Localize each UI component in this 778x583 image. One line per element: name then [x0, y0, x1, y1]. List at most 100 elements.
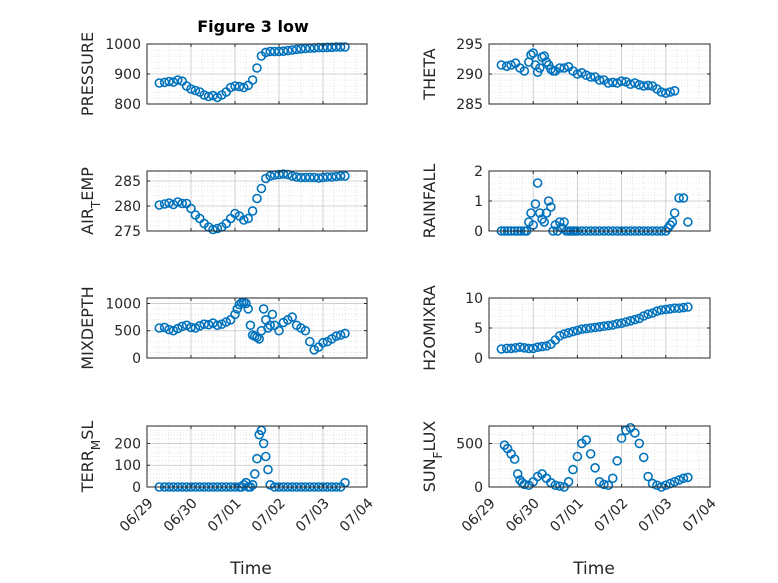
data-point — [203, 319, 214, 330]
data-point — [678, 302, 689, 313]
data-point — [539, 217, 550, 227]
data-point — [260, 451, 271, 462]
data-point — [318, 337, 328, 348]
data-point — [535, 208, 545, 218]
data-point — [660, 480, 671, 491]
data-point — [331, 171, 342, 182]
data-point — [340, 42, 350, 52]
data-point — [678, 193, 689, 203]
data-point — [208, 90, 218, 101]
data-point — [164, 198, 174, 208]
data-point — [250, 469, 260, 479]
data-point — [647, 308, 658, 318]
data-point — [577, 324, 587, 335]
y-axis-label: THETA — [420, 48, 439, 100]
data-point — [607, 77, 618, 88]
data-point — [159, 199, 170, 209]
data-point — [665, 303, 676, 314]
data-point — [173, 197, 183, 207]
y-tick-label: 275 — [114, 224, 141, 240]
data-point — [335, 42, 346, 52]
y-tick-label: 295 — [456, 37, 483, 53]
data-point — [225, 82, 236, 93]
data-point — [212, 320, 223, 331]
data-point — [501, 343, 512, 354]
data-point — [667, 217, 678, 227]
y-tick-label: 290 — [456, 67, 483, 83]
y-tick-label: 500 — [114, 324, 141, 340]
data-point — [603, 320, 614, 331]
data-point — [546, 64, 556, 74]
data-point — [335, 171, 346, 181]
data-point — [322, 42, 333, 53]
data-point — [643, 80, 653, 91]
data-point — [515, 342, 525, 353]
data-point — [260, 47, 271, 58]
data-point — [634, 80, 645, 90]
data-point — [241, 298, 251, 309]
data-point — [506, 60, 516, 70]
panel-pressure: 800 900 1000 PRESSURE — [78, 32, 368, 116]
data-point — [660, 88, 671, 98]
axes-frame — [488, 425, 711, 488]
y-tick-label: 200 — [114, 436, 141, 452]
data-point — [594, 75, 605, 85]
data-point — [541, 208, 552, 218]
data-point — [572, 451, 583, 462]
data-point — [203, 91, 214, 102]
data-point — [186, 203, 196, 214]
data-point — [340, 328, 350, 339]
data-point — [656, 305, 667, 315]
data-point — [173, 75, 183, 85]
data-point — [559, 217, 569, 227]
data-point — [660, 304, 671, 315]
data-point — [612, 318, 622, 329]
y-axis-label: H2OMIXRA — [420, 285, 439, 371]
y-axis-label: MIXDEPTH — [78, 286, 97, 369]
data-point — [287, 171, 298, 181]
y-tick-label: 10 — [465, 291, 483, 307]
y-axis-label: AIRTEMP — [78, 167, 103, 235]
data-point — [550, 480, 561, 491]
data-point — [199, 319, 209, 329]
data-point — [638, 311, 649, 321]
data-point — [258, 438, 269, 449]
data-point — [519, 342, 530, 353]
data-point — [230, 309, 240, 320]
data-point — [568, 326, 578, 337]
data-point — [581, 323, 592, 334]
data-point — [559, 329, 569, 339]
data-point — [186, 322, 196, 333]
data-point — [607, 320, 618, 330]
data-point — [195, 321, 205, 331]
data-point — [643, 309, 653, 320]
data-point — [177, 198, 187, 209]
data-point — [630, 314, 640, 325]
data-point — [669, 476, 680, 487]
data-point — [510, 342, 521, 353]
data-point — [630, 78, 640, 88]
data-point — [541, 341, 552, 351]
data-point — [300, 325, 311, 336]
data-point — [208, 224, 218, 235]
panel-rainfall: 0 1 2 RAINFALL — [420, 164, 711, 240]
data-point — [683, 217, 693, 227]
data-point — [335, 330, 346, 340]
data-point — [656, 87, 667, 97]
data-point — [177, 321, 187, 332]
data-point — [154, 323, 165, 333]
data-point — [612, 456, 622, 466]
data-point — [647, 478, 658, 489]
data-point — [674, 303, 684, 314]
data-point — [621, 317, 631, 327]
data-point — [674, 193, 684, 203]
data-point — [599, 479, 609, 490]
data-point — [554, 63, 565, 73]
data-point — [532, 342, 543, 353]
data-point — [532, 178, 543, 188]
y-tick-label: 100 — [114, 458, 141, 474]
y-tick-label: 280 — [114, 199, 141, 215]
data-point — [683, 472, 693, 483]
axes-frame — [146, 425, 368, 488]
data-point — [543, 196, 554, 206]
